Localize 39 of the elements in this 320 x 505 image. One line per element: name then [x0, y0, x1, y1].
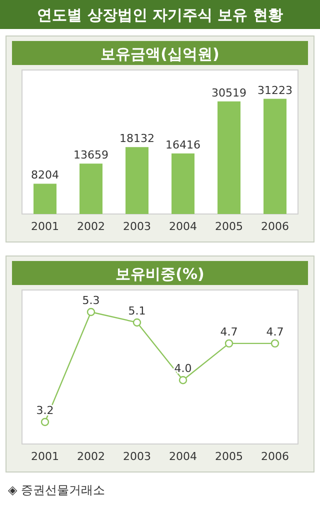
chart-title: 보유비중(%): [116, 265, 204, 283]
chart-subtitle: 보유금액(십억원): [100, 45, 220, 63]
data-label: 30519: [212, 86, 246, 100]
text: ◈ 증권선물거래소: [8, 483, 106, 497]
data-label: 31223: [258, 84, 292, 97]
data-label: 8204: [31, 168, 59, 182]
data-label: 5.1: [128, 304, 146, 318]
bar: [172, 153, 194, 214]
x-tick-label: 2002: [77, 220, 105, 233]
x-tick-label: 2001: [31, 220, 59, 233]
x-tick-label: 2005: [215, 220, 243, 233]
data-label: 4.7: [266, 325, 284, 338]
data-label: 4.0: [174, 362, 192, 376]
chart-title: 연도별 상장법인 자기주식 보유 현황: [37, 6, 283, 24]
bar: [126, 147, 148, 214]
point: [132, 318, 142, 327]
x-tick-label: 2001: [31, 450, 59, 463]
point: [86, 308, 96, 316]
x-tick-label: 2003: [123, 220, 151, 233]
data-label: 16416: [166, 138, 200, 152]
x-tick-label: 2003: [123, 450, 151, 463]
data-label: 13659: [74, 148, 108, 162]
point: [40, 418, 50, 426]
data-label: 18132: [120, 132, 154, 146]
point: [178, 376, 188, 384]
x-tick-label: 2004: [169, 450, 197, 463]
point: [224, 339, 234, 348]
x-tick-label: 2006: [261, 450, 289, 463]
data-label: 4.7: [220, 325, 238, 338]
point: [270, 339, 280, 348]
bar: [218, 101, 240, 214]
bar: [34, 184, 56, 214]
x-tick-label: 2004: [169, 220, 197, 233]
x-tick-label: 2002: [77, 450, 105, 463]
x-tick-label: 2005: [215, 450, 243, 463]
bar: [264, 98, 286, 214]
x-tick-label: 2006: [261, 220, 289, 233]
data-label: 5.3: [82, 294, 100, 307]
bar: [80, 164, 102, 214]
